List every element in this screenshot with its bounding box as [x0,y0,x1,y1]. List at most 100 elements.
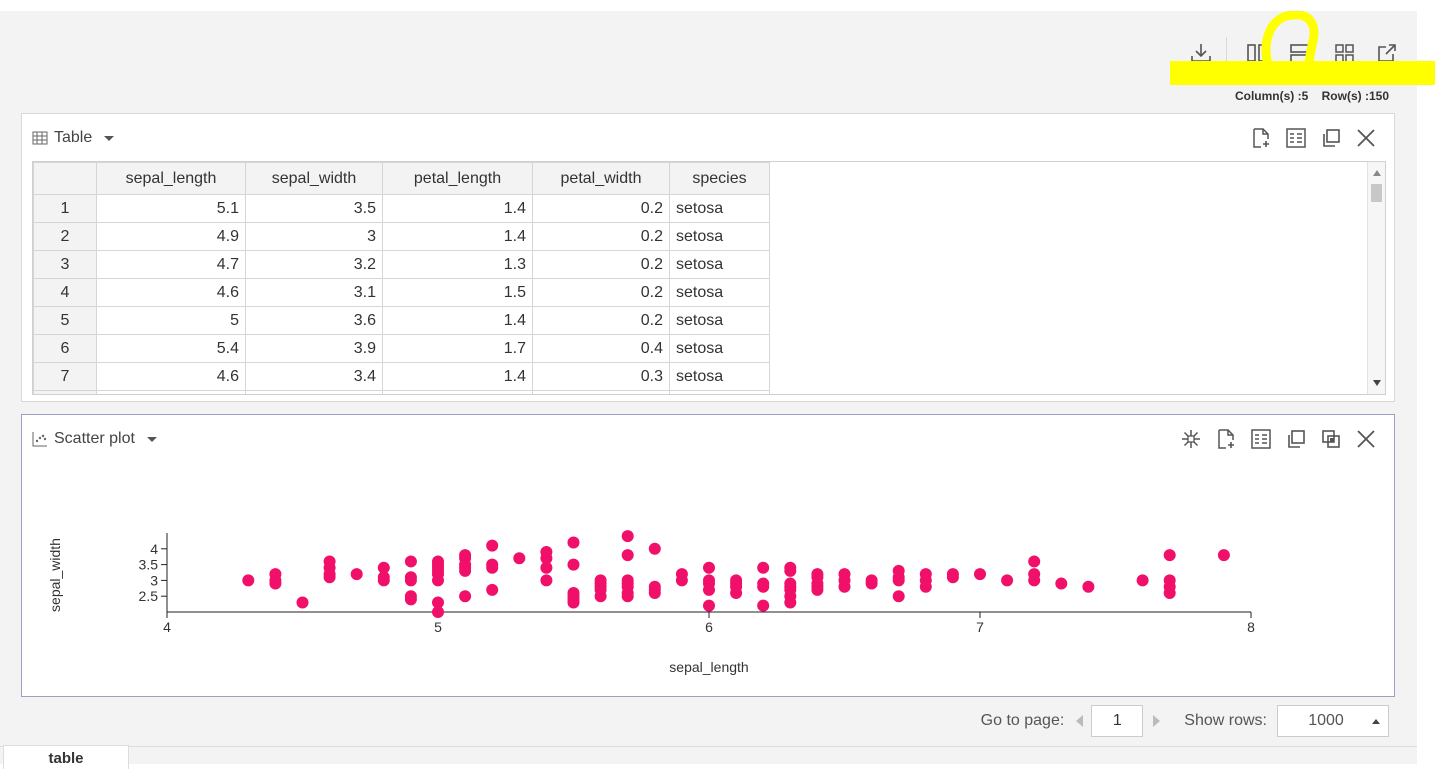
scrollbar-thumb[interactable] [1371,184,1382,202]
table-cell[interactable]: 1.4 [382,222,533,251]
scroll-up-icon[interactable] [1373,170,1381,176]
row-number-cell[interactable]: 5 [33,306,97,335]
table-row[interactable]: 6 5.4 3.9 1.7 0.4 setosa [33,334,770,363]
row-number-cell[interactable]: 1 [33,194,97,223]
new-file-icon[interactable] [1246,124,1275,152]
data-point[interactable] [1028,555,1041,568]
data-point[interactable] [946,568,959,581]
data-point[interactable] [567,558,580,571]
next-page-icon[interactable] [1153,715,1161,727]
row-number-cell[interactable]: 4 [33,278,97,307]
table-cell[interactable]: 4.6 [96,362,246,391]
data-point[interactable] [513,552,526,565]
data-point[interactable] [838,568,851,581]
data-point[interactable] [1163,549,1176,562]
table-cell[interactable]: 0.2 [532,222,670,251]
data-point[interactable] [1028,568,1041,581]
table-cell[interactable]: 5.4 [96,334,246,363]
column-header[interactable]: species [669,162,770,195]
table-row[interactable]: 4 4.6 3.1 1.5 0.2 setosa [33,278,770,307]
data-point[interactable] [703,574,715,587]
data-point[interactable] [974,568,986,581]
duplicate-icon[interactable] [1281,425,1310,453]
table-cell[interactable]: 0.2 [532,250,670,279]
data-point[interactable] [757,599,770,612]
data-point[interactable] [594,574,607,587]
data-point[interactable] [784,577,797,590]
table-cell[interactable]: 1.7 [382,334,533,363]
data-point[interactable] [486,539,499,552]
data-point[interactable] [648,580,661,593]
settings-panel-icon[interactable] [1281,124,1310,152]
column-header[interactable]: sepal_width [245,162,383,195]
reset-zoom-icon[interactable] [1176,425,1205,453]
row-number-cell[interactable]: 2 [33,222,97,251]
data-point[interactable] [486,583,499,596]
table-cell[interactable]: 1.3 [382,250,533,279]
table-row[interactable]: 7 4.6 3.4 1.4 0.3 setosa [33,362,770,391]
table-cell[interactable]: 0.2 [532,306,670,335]
table-cell[interactable]: 4.7 [96,250,246,279]
data-point[interactable] [432,555,444,568]
previous-page-icon[interactable] [1076,715,1084,727]
data-point[interactable] [459,590,472,603]
data-point[interactable] [757,577,770,590]
new-file-icon[interactable] [1211,425,1240,453]
table-cell[interactable]: 4.6 [96,278,246,307]
data-point[interactable] [730,574,743,587]
table-row[interactable]: 3 4.7 3.2 1.3 0.2 setosa [33,250,770,279]
data-point[interactable] [811,568,824,581]
table-cell[interactable]: setosa [669,334,770,363]
data-point[interactable] [459,549,472,562]
data-point[interactable] [1082,580,1095,593]
table-panel-header[interactable]: Table [32,126,115,150]
data-point[interactable] [892,564,905,577]
table-cell[interactable]: 3.5 [245,194,383,223]
table-cell[interactable]: 5 [96,306,246,335]
download-icon[interactable] [1181,33,1217,73]
column-header[interactable]: sepal_length [96,162,246,195]
data-point[interactable] [1055,577,1068,590]
data-point[interactable] [757,561,770,574]
table-cell[interactable]: 3.4 [245,362,383,391]
settings-panel-icon[interactable] [1246,425,1275,453]
copy-chart-icon[interactable] [1316,425,1345,453]
close-icon[interactable] [1351,425,1380,453]
table-cell[interactable]: 0.2 [532,278,670,307]
data-point[interactable] [296,596,309,609]
data-point[interactable] [432,596,444,609]
table-cell[interactable]: setosa [669,362,770,391]
row-number-cell[interactable]: 3 [33,250,97,279]
table-cell[interactable]: setosa [669,194,770,223]
chevron-up-icon[interactable] [1372,719,1380,724]
table-cell[interactable]: 1.4 [382,306,533,335]
data-point[interactable] [567,587,580,600]
table-cell[interactable]: 5.1 [96,194,246,223]
data-point[interactable] [540,545,553,558]
table-cell[interactable]: 0.4 [532,334,670,363]
table-cell[interactable]: setosa [669,250,770,279]
table-row[interactable]: 1 5.1 3.5 1.4 0.2 setosa [33,194,770,223]
data-point[interactable] [703,599,715,612]
grid-layout-icon[interactable] [1324,33,1360,73]
data-point[interactable] [865,574,878,587]
table-cell[interactable]: 0.3 [532,362,670,391]
table-cell[interactable]: 1.5 [382,278,533,307]
table-cell[interactable]: setosa [669,222,770,251]
data-point[interactable] [567,536,580,549]
rows-per-page-select[interactable]: 1000 [1277,705,1389,737]
data-point[interactable] [242,574,255,587]
data-point[interactable] [269,568,282,581]
duplicate-icon[interactable] [1316,124,1345,152]
data-point[interactable] [892,590,905,603]
data-point[interactable] [540,561,553,574]
data-point[interactable] [1217,549,1230,562]
data-point[interactable] [621,530,634,543]
data-point[interactable] [323,555,336,568]
table-cell[interactable]: 3.9 [245,334,383,363]
table-cell[interactable]: setosa [669,306,770,335]
data-point[interactable] [432,606,444,618]
table-cell[interactable]: 3.1 [245,278,383,307]
table-cell[interactable]: 1.4 [382,362,533,391]
